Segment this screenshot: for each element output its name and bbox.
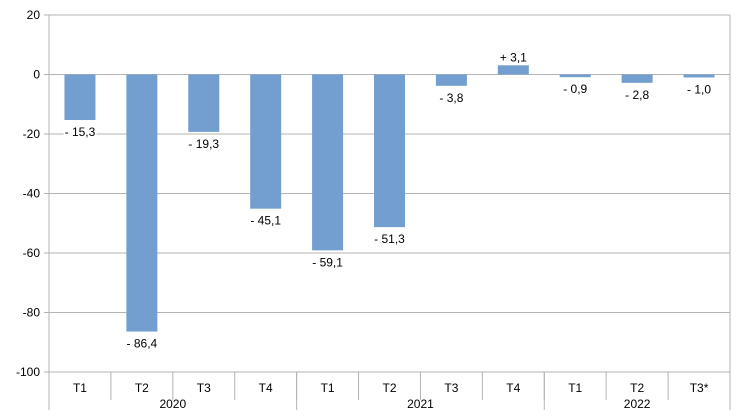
data-label: - 86,4 xyxy=(127,337,158,351)
data-label-background xyxy=(498,50,529,65)
data-label-background xyxy=(686,82,713,97)
bar xyxy=(559,74,591,78)
data-label: - 59,1 xyxy=(312,255,343,269)
bar xyxy=(64,74,96,121)
x-tick-label: T3 xyxy=(444,381,458,395)
bar xyxy=(435,74,467,86)
data-label-background xyxy=(311,255,345,270)
data-label-background xyxy=(187,136,221,151)
y-tick-label: -60 xyxy=(23,246,41,260)
bar xyxy=(126,74,158,332)
bar xyxy=(683,74,715,78)
data-label: - 51,3 xyxy=(374,232,405,246)
data-label-background xyxy=(125,336,159,351)
y-tick-label: 20 xyxy=(27,8,41,22)
bar xyxy=(188,74,220,132)
data-label-background xyxy=(438,90,465,105)
data-label: - 45,1 xyxy=(250,214,281,228)
y-tick-label: 0 xyxy=(33,68,40,82)
bar xyxy=(250,74,282,209)
y-tick-label: -100 xyxy=(16,365,40,379)
x-tick-label: T1 xyxy=(321,381,335,395)
x-tick-label: T2 xyxy=(630,381,644,395)
data-label: - 1,0 xyxy=(687,82,711,96)
data-label: - 0,9 xyxy=(563,82,587,96)
x-tick-label: T4 xyxy=(506,381,520,395)
x-tick-label: T3 xyxy=(197,381,211,395)
x-tick-label: T2 xyxy=(382,381,396,395)
bar xyxy=(312,74,344,251)
x-group-label: 2021 xyxy=(407,397,434,411)
x-tick-labels: T1 T2 T3 T4 T1 T2 T3 T4 T1 T2 T3* 2020 2021 2022 xyxy=(73,381,709,411)
x-group-label: 2020 xyxy=(159,397,186,411)
data-label-background xyxy=(373,232,407,247)
data-label: - 2,8 xyxy=(625,88,649,102)
data-label: - 19,3 xyxy=(188,137,219,151)
axes xyxy=(44,14,731,410)
y-tick-labels: 20 0 -20 -40 -60 -80 -100 xyxy=(16,8,40,379)
data-label: - 15,3 xyxy=(65,125,96,139)
y-tick-label: -80 xyxy=(23,306,41,320)
data-label-background xyxy=(624,87,651,102)
data-label-background xyxy=(562,82,589,97)
data-labels: - 15,3 - 86,4 - 19,3 - 45,1 - 59,1 - 51,3 - 3,… xyxy=(63,50,713,351)
x-tick-label: T4 xyxy=(259,381,273,395)
y-tick-label: -40 xyxy=(23,187,41,201)
x-tick-label: T3* xyxy=(690,381,709,395)
data-label-background xyxy=(249,213,283,228)
bar xyxy=(621,74,653,83)
bar xyxy=(497,65,529,75)
data-label-background xyxy=(63,125,97,140)
x-tick-label: T1 xyxy=(568,381,582,395)
x-tick-label: T2 xyxy=(135,381,149,395)
x-group-label: 2022 xyxy=(624,397,651,411)
data-label: - 3,8 xyxy=(439,91,463,105)
data-label: + 3,1 xyxy=(500,50,527,64)
x-tick-label: T1 xyxy=(73,381,87,395)
bar xyxy=(374,74,405,228)
y-tick-label: -20 xyxy=(23,127,41,141)
bars xyxy=(64,65,715,332)
